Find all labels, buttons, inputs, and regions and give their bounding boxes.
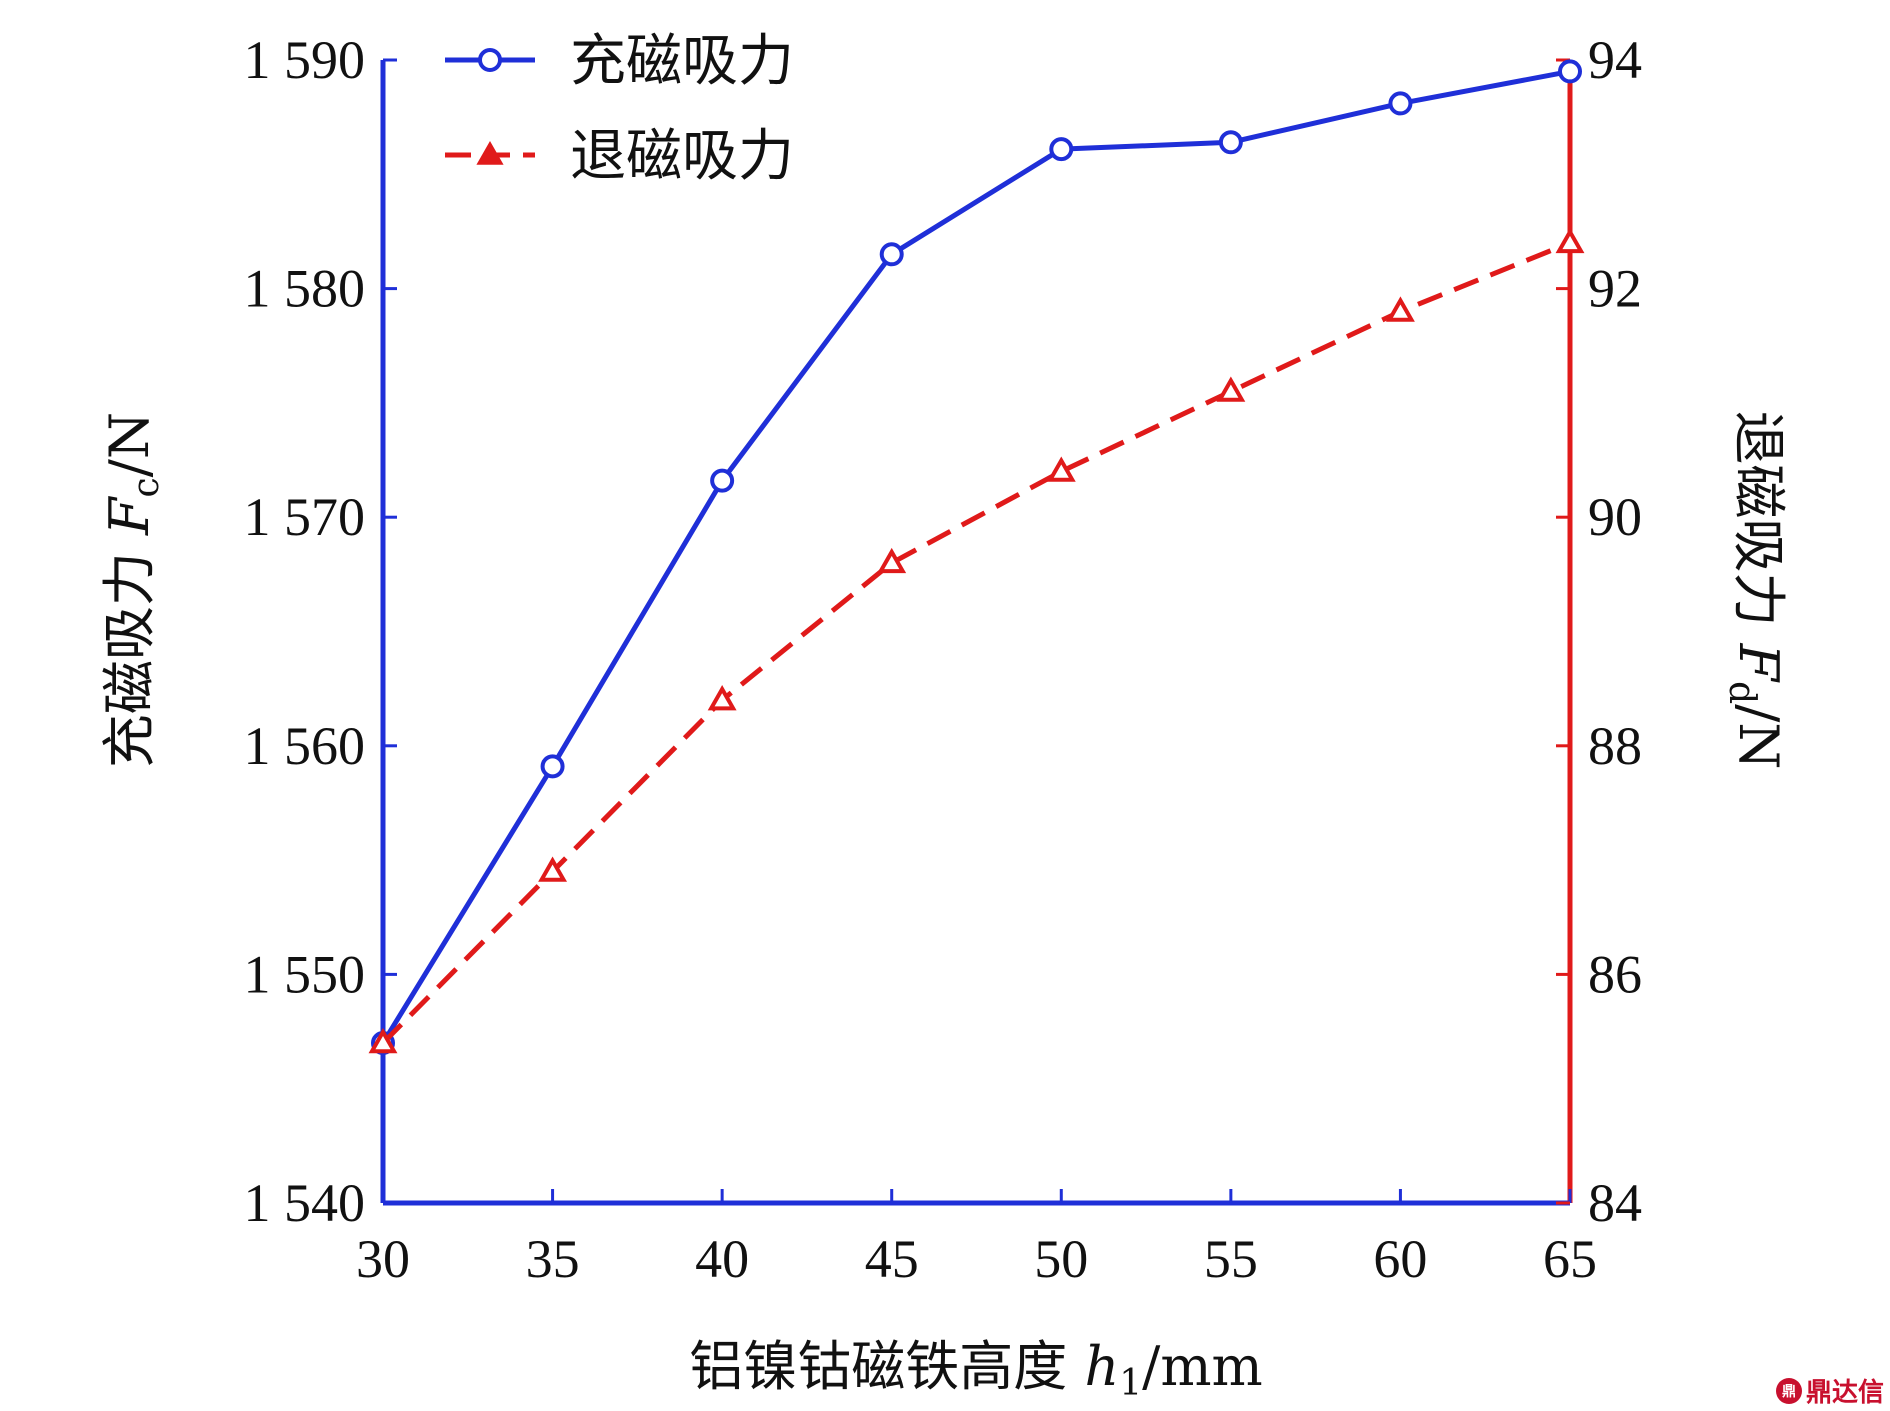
axes-group: 30 35 40 45 50 55 60 65 1 540 1 550 1 560 1 570 1 58… — [244, 30, 1643, 1289]
data-point-triangle — [707, 685, 737, 711]
right-y-tick-label: 94 — [1588, 30, 1642, 90]
x-tick-label: 65 — [1543, 1229, 1597, 1289]
x-tick-label: 55 — [1204, 1229, 1258, 1289]
watermark: 鼎 鼎达信 — [1775, 1372, 1884, 1409]
legend-triangle-marker — [476, 140, 504, 165]
left-y-tick-label: 1 560 — [244, 716, 366, 776]
legend-label: 退磁吸力 — [570, 124, 794, 189]
right-y-tick-label: 90 — [1588, 487, 1642, 547]
data-point-circle — [1388, 91, 1413, 116]
left-y-tick-label: 1 590 — [244, 30, 366, 90]
right-y-tick-label: 88 — [1588, 716, 1642, 776]
legend-label: 充磁吸力 — [570, 29, 794, 94]
left-y-tick-label: 1 570 — [244, 487, 366, 547]
data-point-circle — [1558, 59, 1582, 84]
data-point-circle — [1218, 130, 1243, 155]
data-point-triangle — [1216, 376, 1246, 402]
data-point-triangle — [1555, 227, 1585, 254]
x-tick-label: 60 — [1373, 1229, 1427, 1289]
axis-titles: 铝镍钴磁铁高度 h1/mm 充磁吸力 Fc/N 退磁吸力 Fd/N — [98, 410, 1790, 1404]
data-point-circle — [1049, 137, 1074, 162]
series-line-circle — [380, 68, 1571, 1045]
x-tick-label: 50 — [1034, 1229, 1088, 1289]
left-y-tick-label: 1 580 — [244, 259, 366, 319]
watermark-logo-icon: 鼎 — [1775, 1377, 1802, 1404]
right-y-tick-label: 84 — [1588, 1173, 1642, 1233]
x-axis-title: 铝镍钴磁铁高度 h1/mm — [689, 1335, 1262, 1404]
right-y-tick-label: 92 — [1588, 259, 1642, 319]
data-point-circle — [879, 242, 904, 267]
x-tick-label: 40 — [695, 1229, 749, 1289]
x-tick-label: 45 — [865, 1229, 919, 1289]
left-y-tick-label: 1 550 — [244, 944, 366, 1004]
left-y-axis-title: 充磁吸力 Fc/N — [98, 412, 167, 768]
data-point-circle — [540, 754, 565, 779]
left-y-tick-label: 1 540 — [244, 1173, 366, 1233]
series-group — [368, 59, 1585, 1055]
data-point-triangle — [538, 856, 568, 882]
data-point-triangle — [877, 547, 907, 574]
series-line-triangle — [381, 240, 1571, 1045]
right-y-axis-title: 退磁吸力 Fd/N — [1721, 410, 1790, 769]
data-point-circle — [710, 468, 735, 493]
x-tick-label: 35 — [526, 1229, 580, 1289]
data-point-triangle — [368, 1027, 398, 1054]
watermark-text: 鼎达信 — [1805, 1378, 1884, 1408]
x-tick-label: 30 — [356, 1229, 410, 1289]
legend-circle-marker — [478, 48, 502, 72]
data-point-triangle — [1385, 296, 1415, 322]
data-point-triangle — [1046, 456, 1076, 482]
right-y-tick-label: 86 — [1588, 944, 1642, 1004]
